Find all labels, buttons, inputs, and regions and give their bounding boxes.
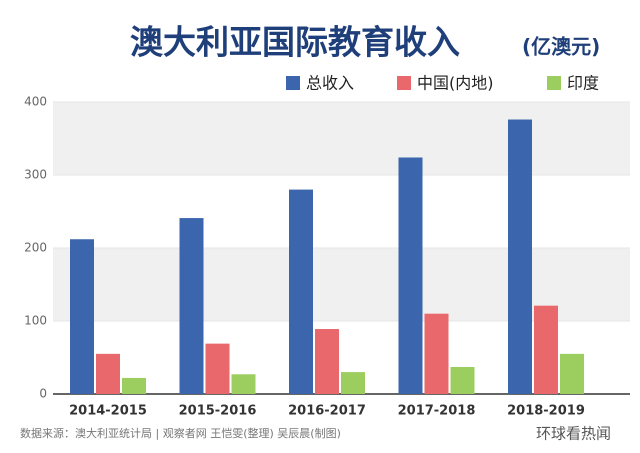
bar	[424, 313, 449, 394]
bar	[315, 329, 339, 394]
bar	[450, 366, 475, 394]
y-tick-label: 300	[24, 168, 47, 182]
bar	[231, 374, 256, 394]
source-note: 数据来源：澳大利亚统计局 | 观察者网 王恺雯(整理) 吴辰晨(制图)	[20, 426, 341, 440]
chart-title: 澳大利亚国际教育收入	[130, 23, 460, 62]
bar	[96, 353, 120, 394]
legend-label: 中国(内地)	[417, 74, 494, 93]
grid-band	[53, 248, 630, 321]
bar	[560, 353, 584, 394]
bar	[508, 119, 532, 395]
y-tick-label: 400	[24, 95, 47, 109]
legend-swatch	[547, 76, 561, 90]
y-tick-label: 0	[39, 387, 47, 401]
bar	[205, 343, 230, 394]
x-tick-label: 2017-2018	[398, 404, 476, 419]
bar	[179, 218, 204, 394]
x-tick-label: 2014-2015	[69, 404, 147, 419]
watermark: 环球看热闻	[536, 425, 611, 443]
bar	[398, 157, 423, 394]
legend-label: 总收入	[306, 74, 354, 93]
y-tick-label: 100	[24, 314, 47, 328]
grid-band	[53, 102, 630, 175]
legend-swatch	[397, 76, 411, 90]
legend-label: 印度	[567, 74, 599, 93]
legend-swatch	[286, 76, 300, 90]
bar	[122, 377, 146, 394]
bar	[341, 372, 365, 394]
y-tick-label: 200	[24, 241, 47, 255]
x-tick-label: 2015-2016	[179, 404, 257, 419]
x-tick-label: 2018-2019	[507, 404, 585, 419]
bar	[70, 239, 94, 394]
chart-unit: (亿澳元)	[522, 35, 600, 59]
x-tick-label: 2016-2017	[288, 404, 366, 419]
bar	[289, 189, 313, 394]
bar	[534, 305, 558, 394]
